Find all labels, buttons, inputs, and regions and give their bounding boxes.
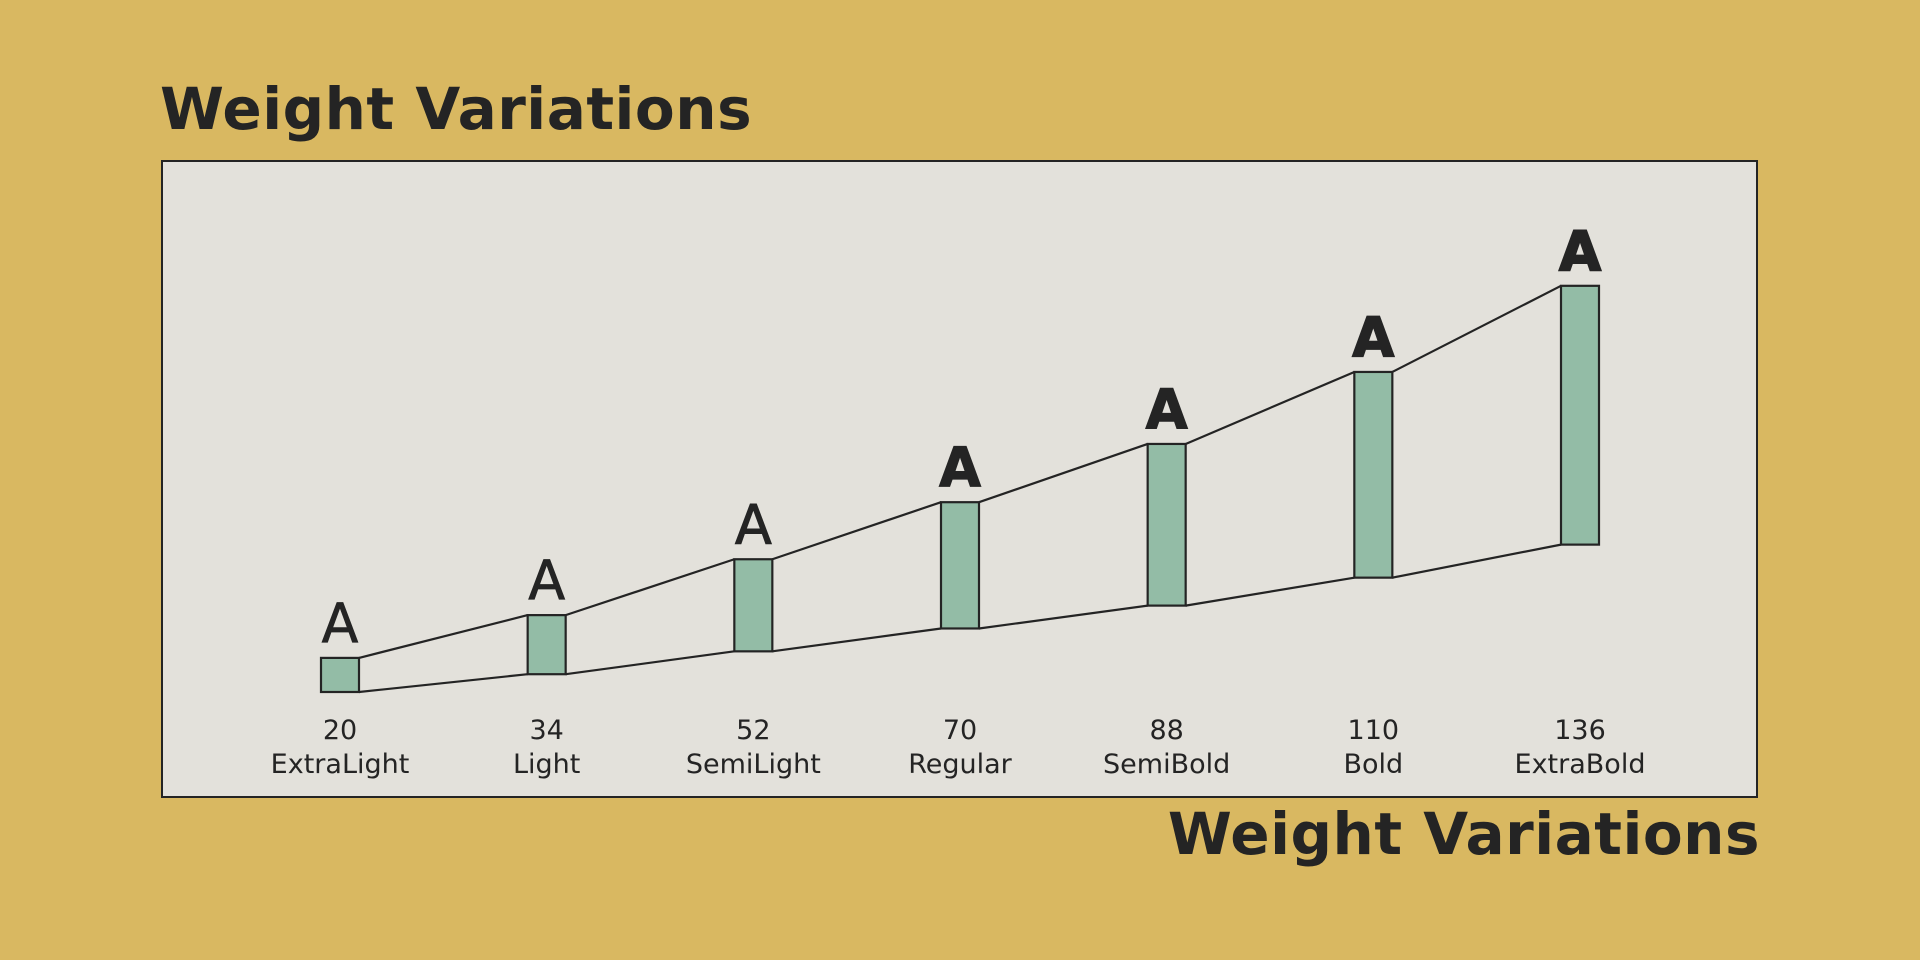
glyph-sample-semibold: A — [1146, 378, 1188, 441]
category-label: ExtraLight — [271, 749, 410, 780]
category-label: Light — [513, 749, 580, 780]
chart-panel — [161, 160, 1758, 798]
bars-group — [319, 284, 1601, 694]
connector-bottom-3 — [772, 627, 942, 653]
connector-top-4 — [978, 442, 1149, 504]
connector-top-6 — [1391, 284, 1562, 373]
value-label: 88 — [1149, 715, 1183, 746]
connector-bottom-5 — [1185, 576, 1355, 607]
category-label: SemiBold — [1103, 749, 1230, 780]
connector-lines — [358, 284, 1562, 694]
glyph-sample-extrabold: A — [1559, 220, 1601, 283]
value-label: 20 — [323, 715, 357, 746]
category-label: SemiLight — [686, 749, 821, 780]
category-label: ExtraBold — [1515, 749, 1646, 780]
bar-semilight — [733, 558, 774, 653]
connector-bottom-1 — [358, 673, 528, 694]
connector-bottom-2 — [565, 650, 735, 676]
chart-title-bottom: Weight Variations — [1167, 800, 1760, 868]
bar-extrabold — [1559, 284, 1601, 546]
value-label: 110 — [1348, 715, 1400, 746]
bar-regular — [939, 501, 981, 630]
bar-bold — [1353, 370, 1394, 579]
glyph-sample-light: A — [528, 549, 565, 612]
glyph-samples: A A A A A A A — [321, 219, 1602, 655]
category-label: Bold — [1343, 749, 1403, 780]
bar-semibold — [1146, 442, 1187, 607]
connector-bottom-6 — [1392, 543, 1562, 579]
connector-top-3 — [771, 501, 942, 561]
chart-title-top: Weight Variations — [160, 75, 753, 143]
bar-extralight — [319, 656, 361, 694]
connector-bottom-4 — [978, 604, 1148, 630]
connector-top-5 — [1185, 370, 1355, 445]
value-label: 52 — [736, 715, 770, 746]
value-label: 136 — [1554, 715, 1606, 746]
value-label: 34 — [529, 715, 563, 746]
value-label: 70 — [943, 715, 977, 746]
category-label: Regular — [908, 749, 1012, 780]
glyph-sample-semilight: A — [735, 493, 772, 556]
glyph-sample-regular: A — [939, 436, 981, 499]
bar-light — [526, 614, 567, 676]
connector-top-2 — [565, 558, 735, 617]
glyph-sample-bold: A — [1352, 306, 1394, 369]
glyph-sample-extralight: A — [322, 592, 359, 655]
connector-top-1 — [358, 614, 528, 659]
